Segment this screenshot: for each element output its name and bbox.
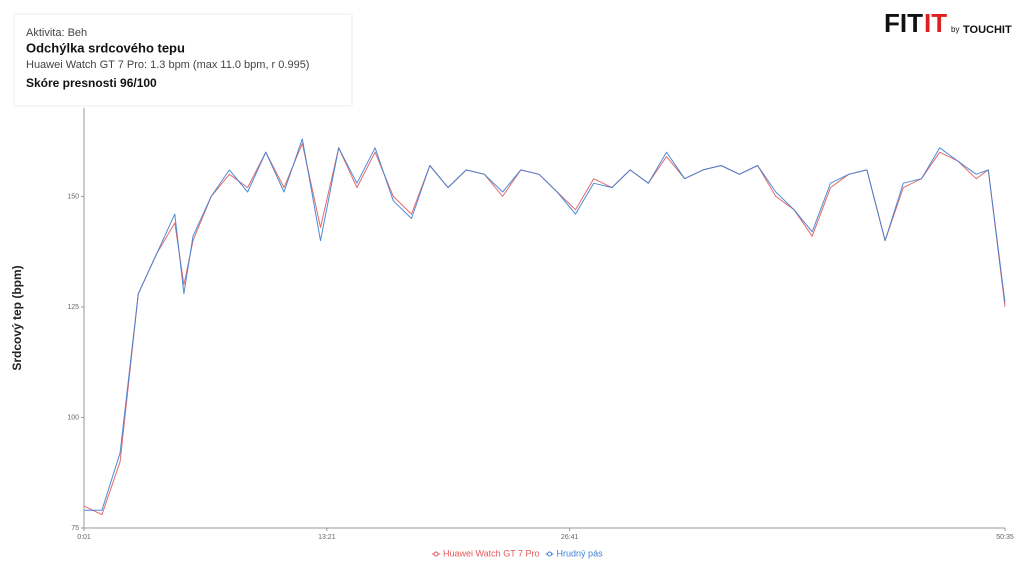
- x-tick-label: 13:21: [318, 534, 336, 541]
- legend-label: Hrudný pás: [557, 548, 604, 558]
- legend-marker: [433, 551, 439, 557]
- logo-it: IT: [924, 8, 947, 38]
- y-axis-label: Srdcový tep (bpm): [10, 265, 24, 370]
- logo-brand: TOUCHIT: [963, 24, 1012, 36]
- x-tick-label: 50:35: [996, 534, 1014, 541]
- x-tick-label: 0:01: [77, 534, 91, 541]
- subtitle: Huawei Watch GT 7 Pro: 1.3 bpm (max 11.0…: [26, 59, 309, 71]
- title: Odchýlka srdcového tepu: [26, 40, 185, 55]
- y-tick-label: 100: [67, 414, 79, 421]
- logo-fit: FIT: [884, 8, 923, 38]
- header-box: [13, 13, 353, 107]
- series-line: [83, 142, 1006, 516]
- activity: Aktivita: Beh: [26, 27, 87, 39]
- logo-by: by: [951, 25, 959, 34]
- series-line: [84, 138, 1006, 511]
- y-tick-label: 150: [67, 193, 79, 200]
- y-tick-label: 125: [67, 304, 79, 311]
- legend-marker: [547, 551, 553, 557]
- legend-label: Huawei Watch GT 7 Pro: [443, 548, 540, 558]
- score: Skóre presnosti 96/100: [26, 76, 157, 90]
- y-tick-label: 75: [71, 525, 79, 532]
- x-tick-label: 26:41: [561, 534, 579, 541]
